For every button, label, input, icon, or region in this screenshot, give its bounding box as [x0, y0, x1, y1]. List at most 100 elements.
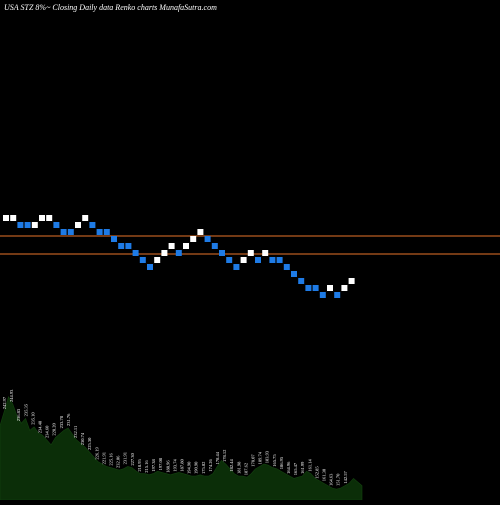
volume-label: 236.83 — [16, 408, 21, 421]
renko-brick-up — [247, 250, 254, 256]
volume-label: 226.19 — [94, 446, 99, 459]
renko-brick-up — [161, 250, 168, 256]
volume-label: 178.12 — [222, 450, 227, 462]
renko-brick-down — [139, 257, 146, 263]
renko-brick-down — [60, 229, 67, 235]
renko-brick-down — [298, 278, 305, 284]
renko-brick-down — [103, 229, 110, 235]
volume-label: 161.99 — [300, 461, 305, 474]
volume-label: 225.16 — [109, 452, 114, 465]
volume-label: 232.06 — [116, 455, 121, 468]
volume-label: 175.02 — [201, 462, 206, 474]
renko-brick-down — [204, 236, 211, 242]
volume-label: 231.76 — [66, 413, 71, 426]
renko-brick-up — [240, 257, 247, 263]
volume-label: 178.44 — [215, 451, 220, 464]
renko-brick-up — [82, 215, 89, 221]
renko-brick-down — [111, 236, 117, 242]
chart-title: USA STZ 8%~ Closing Daily data Renko cha… — [4, 3, 217, 12]
renko-brick-down — [233, 264, 240, 270]
volume-label: 218.95 — [137, 458, 142, 471]
renko-brick-up — [341, 285, 348, 291]
volume-label: 182.44 — [229, 458, 234, 471]
volume-label: 221.91 — [101, 452, 106, 464]
renko-brick-up — [46, 215, 53, 221]
volume-label: 188.96 — [165, 460, 170, 473]
volume-area-path — [0, 396, 363, 501]
renko-brick-up — [327, 285, 333, 291]
volume-label: 234.48 — [38, 420, 43, 433]
renko-brick-down — [24, 222, 31, 228]
volume-label: 197.38 — [151, 458, 156, 471]
volume-label: 194.90 — [187, 461, 192, 474]
volume-label: 142.57 — [343, 470, 348, 483]
volume-label: 189.74 — [258, 451, 263, 464]
volume-label: 187.62 — [243, 463, 248, 475]
volume-label: 165.75 — [272, 454, 277, 467]
volume-label: 232.11 — [73, 426, 78, 438]
volume-label: 164.96 — [286, 461, 291, 474]
volume-label: 152.85 — [314, 466, 319, 479]
volume-label: 235.35 — [23, 403, 28, 416]
volume-label: 225.30 — [87, 437, 92, 450]
volume-label: 187.80 — [180, 458, 185, 471]
renko-brick-down — [334, 292, 341, 298]
volume-label: 215.16 — [144, 460, 149, 473]
renko-brick-down — [125, 243, 132, 249]
renko-brick-up — [183, 243, 189, 249]
renko-brick-down — [283, 264, 290, 270]
renko-brick-up — [348, 278, 355, 284]
volume-label: 174.26 — [208, 458, 213, 471]
volume-label: 228.20 — [52, 422, 57, 435]
volume-label: 234.60 — [45, 425, 50, 438]
renko-brick-up — [262, 250, 269, 256]
renko-brick-down — [276, 257, 283, 263]
renko-brick-up — [75, 222, 81, 228]
renko-brick-up — [168, 243, 175, 249]
renko-brick-down — [226, 257, 233, 263]
renko-brick-down — [269, 257, 276, 263]
volume-label: 165.47 — [293, 462, 298, 475]
volume-label: 227.30 — [130, 452, 135, 465]
volume-label: 197.08 — [158, 457, 163, 470]
renko-bricks — [3, 215, 355, 298]
renko-brick-up — [3, 215, 9, 221]
volume-label: 181.98 — [236, 461, 241, 474]
volume-label: 183.93 — [265, 450, 270, 463]
renko-brick-down — [89, 222, 96, 228]
volume-label: 242.97 — [2, 396, 7, 409]
volume-label: 186.95 — [279, 456, 284, 469]
renko-brick-down — [219, 250, 225, 256]
volume-label: 161.14 — [307, 458, 312, 471]
volume-label: 178.07 — [251, 454, 256, 467]
renko-brick-down — [67, 229, 74, 235]
renko-brick-up — [154, 257, 161, 263]
renko-brick-down — [17, 222, 24, 228]
volume-label: 190.90 — [194, 461, 199, 474]
volume-label: 231.91 — [123, 452, 128, 464]
renko-brick-down — [132, 250, 139, 256]
renko-brick-down — [312, 285, 319, 291]
volume-label: 235.10 — [30, 412, 35, 425]
volume-label: 151.70 — [336, 473, 341, 486]
renko-brick-down — [319, 292, 326, 298]
volume-label: 193.74 — [172, 458, 177, 471]
volume-label: 161.30 — [322, 468, 327, 481]
renko-brick-down — [175, 250, 182, 256]
volume-label: 244.93 — [9, 389, 14, 402]
volume-label: 230.74 — [80, 432, 85, 445]
renko-brick-down — [211, 243, 218, 249]
renko-brick-down — [53, 222, 60, 228]
renko-brick-down — [305, 285, 312, 291]
renko-brick-down — [96, 229, 103, 235]
volume-label: 233.78 — [59, 415, 64, 428]
volume-area — [0, 396, 363, 501]
renko-brick-up — [190, 236, 197, 242]
renko-brick-down — [255, 257, 261, 263]
renko-brick-down — [118, 243, 125, 249]
renko-brick-up — [197, 229, 204, 235]
renko-brick-up — [31, 222, 38, 228]
